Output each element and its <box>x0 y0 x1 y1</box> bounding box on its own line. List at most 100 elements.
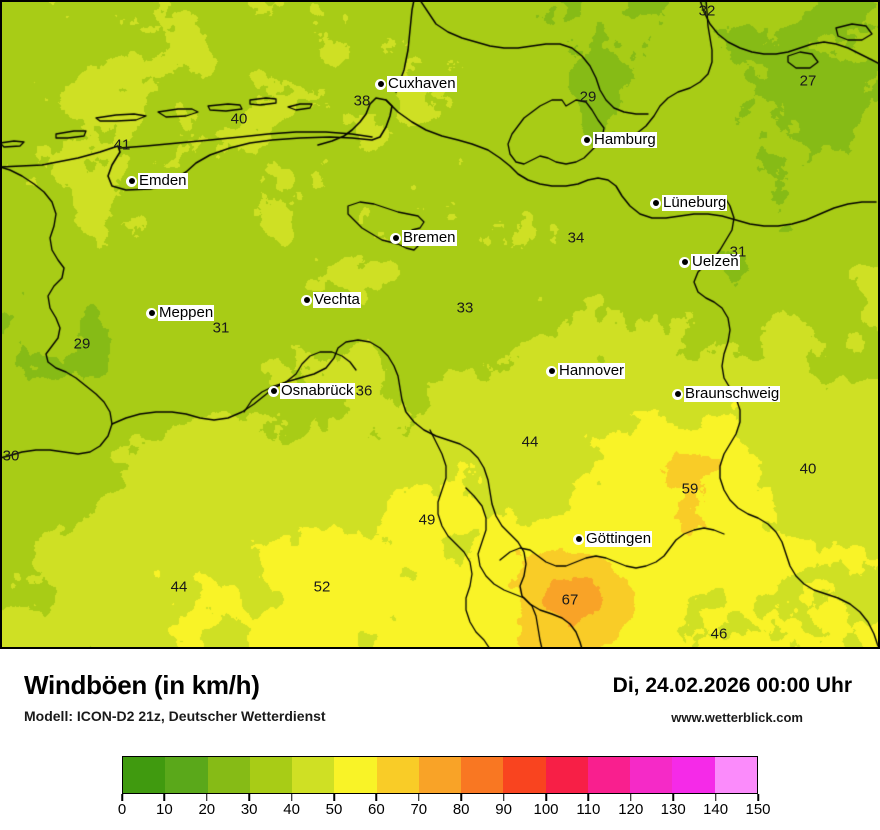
colorbar-segment <box>376 757 419 793</box>
city-marker-osnabrck: Osnabrück <box>268 383 355 399</box>
colorbar-segment <box>587 757 631 793</box>
colorbar-tick-label: 0 <box>117 801 127 818</box>
colorbar-tick <box>587 794 590 801</box>
city-label: Göttingen <box>585 530 653 547</box>
city-marker-uelzen: Uelzen <box>679 254 740 270</box>
colorbar-tick-label: 50 <box>325 801 343 818</box>
colorbar-tick <box>375 794 378 801</box>
colorbar-tick <box>290 794 293 801</box>
colorbar-tick-label: 120 <box>618 801 644 818</box>
colorbar-segment <box>672 757 715 793</box>
colorbar-tick-label: 20 <box>198 801 216 818</box>
colorbar-segment <box>249 757 293 793</box>
colorbar-segment <box>123 757 166 793</box>
gust-value-label: 59 <box>681 480 699 498</box>
gust-value-label: 52 <box>313 578 331 596</box>
city-dot-icon <box>375 78 386 90</box>
gust-value-label: 44 <box>170 578 188 596</box>
colorbar-tick <box>714 794 717 801</box>
city-marker-meppen: Meppen <box>146 304 215 321</box>
city-dot-icon <box>126 175 137 187</box>
colorbar-tick <box>545 794 547 801</box>
model-subtitle: Modell: ICON-D2 21z, Deutscher Wetterdie… <box>24 708 326 724</box>
colorbar-tick <box>121 794 123 801</box>
colorbar-ticks <box>121 794 759 801</box>
gust-value-label: 40 <box>230 110 248 128</box>
colorbar-tick <box>672 794 674 801</box>
city-dot-icon <box>390 232 401 244</box>
city-dot-icon <box>146 307 157 319</box>
gust-value-label: 36 <box>355 382 373 400</box>
colorbar-tick-label: 60 <box>368 801 385 818</box>
city-dot-icon <box>650 197 661 209</box>
city-label: Hamburg <box>593 131 657 148</box>
city-label: Braunschweig <box>684 385 781 402</box>
city-label: Uelzen <box>691 253 740 270</box>
colorbar-tick-label: 40 <box>283 801 300 818</box>
colorbar-segment <box>630 757 673 793</box>
colorbar-tick-label: 30 <box>240 801 258 818</box>
colorbar: 0 10 20 30 40 50 60 70 80 90 100 110 120 130 140 150 <box>118 756 771 818</box>
city-label: Meppen <box>158 304 215 321</box>
gust-value-label: 49 <box>418 511 436 529</box>
city-label: Vechta <box>313 291 361 308</box>
city-label: Lüneburg <box>662 194 728 211</box>
colorbar-tick <box>460 794 462 801</box>
colorbar-tick-label: 140 <box>703 801 729 818</box>
colorbar-tick <box>333 794 335 801</box>
city-marker-gttingen: Göttingen <box>573 530 653 547</box>
city-label: Hannover <box>558 362 626 379</box>
wind-gust-raster <box>2 2 878 647</box>
colorbar-tick-label: 80 <box>452 801 470 818</box>
colorbar-tick-label: 100 <box>533 801 559 818</box>
gust-value-label: 46 <box>710 625 728 643</box>
colorbar-tick <box>630 794 632 801</box>
city-marker-hannover: Hannover <box>546 362 626 379</box>
gust-value-label: 27 <box>799 72 817 90</box>
colorbar-segment <box>292 757 335 793</box>
city-marker-emden: Emden <box>126 173 188 189</box>
gust-value-label: 31 <box>729 243 747 261</box>
colorbar-segment <box>334 757 377 793</box>
colorbar-tick <box>248 794 250 801</box>
map-labels-overlay: Cuxhaven Hamburg Emden Lüneburg Bremen Uelzen… <box>3 2 817 643</box>
colorbar-segment <box>714 757 757 793</box>
colorbar-tick <box>502 794 505 801</box>
city-dot-icon <box>679 256 690 268</box>
city-dot-icon <box>581 134 592 146</box>
gust-value-label: 67 <box>561 591 579 609</box>
valid-datetime: Di, 24.02.2026 00:00 Uhr <box>612 674 852 697</box>
gust-value-label: 29 <box>73 335 91 353</box>
city-label: Cuxhaven <box>387 75 457 92</box>
city-marker-hamburg: Hamburg <box>581 132 657 148</box>
colorbar-tick-label: 110 <box>576 801 601 818</box>
colorbar-swatches <box>122 756 758 794</box>
gust-value-label: 41 <box>113 136 131 154</box>
city-label: Bremen <box>402 229 457 246</box>
city-dot-icon <box>546 365 557 377</box>
colorbar-tick <box>163 794 166 801</box>
gust-value-label: 32 <box>698 2 716 20</box>
colorbar-tick <box>206 794 208 801</box>
city-marker-lneburg: Lüneburg <box>650 194 728 211</box>
colorbar-tick-label: 90 <box>495 801 512 818</box>
colorbar-tick-label: 10 <box>156 801 173 818</box>
website-credit: www.wetterblick.com <box>671 710 803 725</box>
city-label: Osnabrück <box>280 382 355 399</box>
gust-value-label: 31 <box>212 319 230 337</box>
page-title: Windböen (in km/h) <box>24 670 260 700</box>
colorbar-segment <box>545 757 588 793</box>
city-dot-icon <box>268 385 279 397</box>
colorbar-segment <box>461 757 504 793</box>
city-dot-icon <box>301 294 312 306</box>
gust-value-label: 33 <box>456 299 474 317</box>
gust-value-label: 34 <box>567 229 585 247</box>
city-marker-braunschweig: Braunschweig <box>672 385 781 402</box>
weather-map-panel[interactable]: Cuxhaven Hamburg Emden Lüneburg Bremen Uelzen… <box>0 0 880 649</box>
colorbar-tick-label: 130 <box>660 801 686 818</box>
city-label: Emden <box>138 172 188 189</box>
gust-value-label: 44 <box>521 433 539 451</box>
city-marker-cuxhaven: Cuxhaven <box>375 76 457 92</box>
colorbar-segment <box>165 757 208 793</box>
city-marker-vechta: Vechta <box>301 292 361 308</box>
